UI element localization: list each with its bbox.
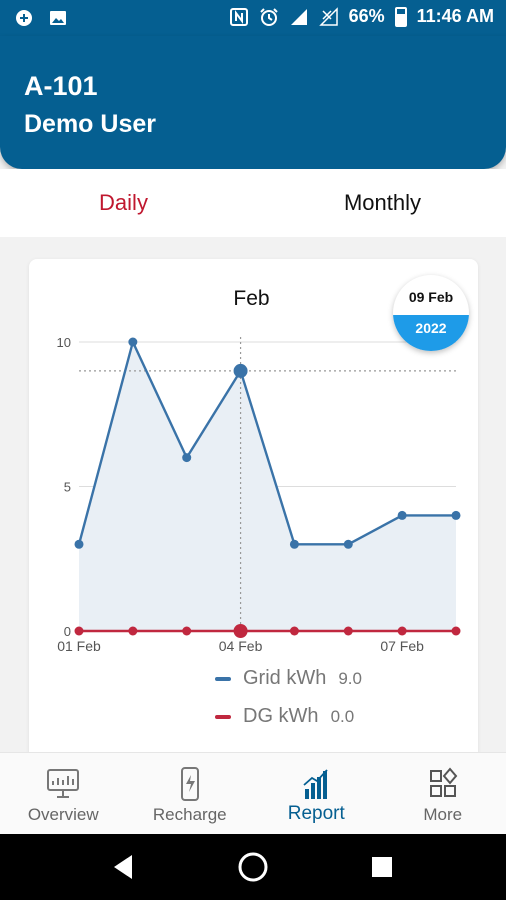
user-name: Demo User bbox=[24, 110, 156, 138]
y-tick-label: 10 bbox=[57, 335, 71, 350]
monitor-chart-icon bbox=[45, 767, 81, 801]
data-point bbox=[397, 510, 407, 520]
no-signal-icon bbox=[318, 6, 339, 27]
lte-signal-icon bbox=[289, 7, 309, 27]
system-nav-bar bbox=[0, 834, 506, 900]
x-tick-label: 01 Feb bbox=[57, 638, 101, 654]
data-point bbox=[289, 539, 299, 549]
data-point bbox=[451, 626, 461, 636]
battery-percent: 66% bbox=[348, 6, 385, 26]
recents-icon[interactable] bbox=[364, 849, 400, 885]
nav-report[interactable]: Report bbox=[253, 753, 380, 834]
data-point bbox=[182, 626, 192, 636]
data-point bbox=[289, 626, 299, 636]
nav-overview-label: Overview bbox=[27, 805, 99, 824]
chart-title: Feb bbox=[233, 287, 270, 310]
y-tick-label: 0 bbox=[64, 624, 71, 639]
vpn-icon bbox=[14, 8, 34, 28]
legend-grid-label: Grid kWh bbox=[243, 667, 327, 689]
legend-dg[interactable]: DG kWh 0.0 bbox=[215, 705, 435, 728]
nav-recharge-label: Recharge bbox=[152, 805, 227, 824]
data-point bbox=[397, 626, 407, 636]
legend-dg-swatch bbox=[215, 714, 231, 719]
data-point bbox=[74, 539, 84, 549]
data-point bbox=[182, 453, 192, 463]
image-icon bbox=[48, 8, 68, 28]
legend-grid-swatch bbox=[215, 676, 231, 681]
legend-dg-label: DG kWh bbox=[243, 705, 319, 727]
x-tick-label: 07 Feb bbox=[380, 638, 424, 654]
data-point bbox=[343, 539, 353, 549]
nav-recharge[interactable]: Recharge bbox=[127, 753, 254, 834]
phone-bolt-icon bbox=[172, 767, 208, 801]
data-point bbox=[128, 626, 138, 636]
data-point bbox=[233, 624, 248, 638]
nfc-icon bbox=[229, 7, 249, 27]
back-icon[interactable] bbox=[106, 849, 142, 885]
status-bar: 66% 11:46 AM bbox=[0, 0, 506, 36]
series-line-0 bbox=[77, 340, 456, 546]
date-badge-day: 09 Feb bbox=[408, 289, 454, 305]
data-point bbox=[233, 363, 248, 378]
data-point bbox=[74, 626, 84, 636]
clock: 11:46 AM bbox=[416, 6, 494, 26]
tab-monthly[interactable]: Monthly bbox=[343, 190, 422, 215]
nav-report-label: Report bbox=[287, 803, 345, 824]
y-tick-label: 5 bbox=[64, 480, 71, 495]
chart-card: 0 5 10 01 Feb 04 Feb 07 Feb Feb 09 Feb 2022 G… bbox=[29, 259, 478, 779]
home-icon[interactable] bbox=[235, 849, 271, 885]
nav-more[interactable]: More bbox=[380, 753, 506, 834]
date-badge-year: 2022 bbox=[393, 315, 469, 351]
bottom-nav: Overview Recharge Report More bbox=[0, 752, 506, 834]
report-tabs: Daily Monthly bbox=[0, 169, 506, 237]
usage-chart[interactable]: 0 5 10 01 Feb 04 Feb 07 Feb bbox=[29, 259, 478, 779]
legend-grid[interactable]: Grid kWh 9.0 bbox=[215, 667, 435, 690]
data-point bbox=[451, 510, 461, 520]
alarm-icon bbox=[259, 7, 279, 27]
nav-overview[interactable]: Overview bbox=[0, 753, 127, 834]
battery-icon bbox=[394, 6, 407, 27]
data-point bbox=[343, 626, 353, 636]
app-header: A-101 Demo User bbox=[0, 36, 506, 169]
tab-daily[interactable]: Daily bbox=[99, 190, 148, 215]
date-badge[interactable]: 09 Feb 2022 bbox=[393, 275, 469, 351]
legend-grid-value: 9.0 bbox=[338, 668, 362, 688]
account-id: A-101 bbox=[24, 71, 98, 101]
data-point bbox=[128, 337, 138, 347]
grid-shapes-icon bbox=[425, 767, 461, 801]
legend-dg-value: 0.0 bbox=[330, 706, 355, 726]
x-tick-label: 04 Feb bbox=[219, 638, 263, 654]
nav-more-label: More bbox=[423, 805, 463, 824]
bar-chart-icon bbox=[298, 767, 334, 801]
grid-area-fill bbox=[79, 342, 456, 631]
